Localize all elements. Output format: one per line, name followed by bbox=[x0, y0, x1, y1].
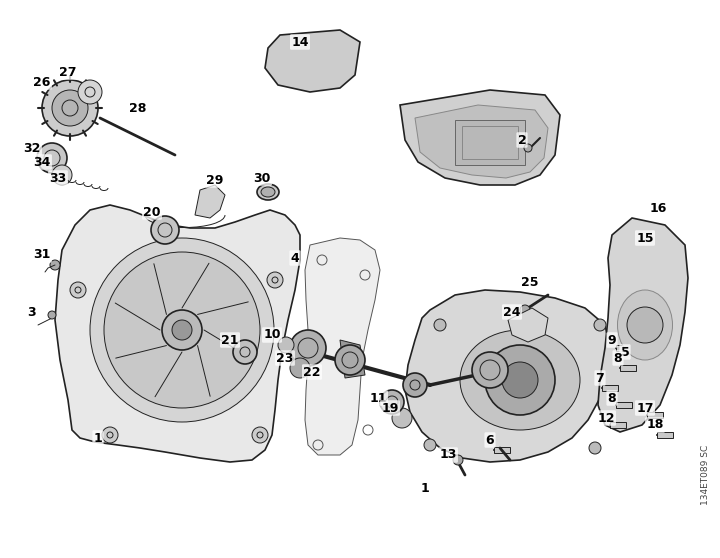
Polygon shape bbox=[305, 238, 380, 455]
Text: 15: 15 bbox=[636, 232, 654, 244]
Polygon shape bbox=[195, 185, 225, 218]
Text: 134ET089 SC: 134ET089 SC bbox=[701, 445, 710, 505]
Circle shape bbox=[627, 307, 663, 343]
Text: 5: 5 bbox=[621, 345, 629, 358]
Circle shape bbox=[335, 345, 365, 375]
Text: 10: 10 bbox=[264, 329, 281, 341]
Text: 12: 12 bbox=[598, 411, 615, 425]
Circle shape bbox=[485, 345, 555, 415]
Bar bbox=[616, 345, 632, 351]
Circle shape bbox=[589, 442, 601, 454]
Text: 32: 32 bbox=[23, 142, 41, 155]
Circle shape bbox=[403, 373, 427, 397]
Circle shape bbox=[594, 319, 606, 331]
Bar bbox=[494, 447, 510, 453]
Polygon shape bbox=[415, 105, 548, 178]
Text: 22: 22 bbox=[303, 365, 320, 378]
Text: 4: 4 bbox=[291, 252, 300, 264]
Circle shape bbox=[392, 408, 412, 428]
Text: 19: 19 bbox=[382, 402, 399, 415]
Bar bbox=[622, 345, 638, 351]
Circle shape bbox=[233, 340, 257, 364]
Circle shape bbox=[48, 311, 56, 319]
Text: 17: 17 bbox=[636, 402, 654, 415]
Circle shape bbox=[90, 238, 274, 422]
Polygon shape bbox=[265, 30, 360, 92]
Text: 28: 28 bbox=[130, 102, 147, 114]
Polygon shape bbox=[598, 218, 688, 432]
Bar bbox=[602, 385, 618, 391]
Text: 1: 1 bbox=[94, 431, 102, 445]
Text: 3: 3 bbox=[27, 305, 36, 319]
Text: 6: 6 bbox=[486, 434, 495, 446]
Circle shape bbox=[37, 143, 67, 173]
Circle shape bbox=[380, 390, 404, 414]
Polygon shape bbox=[340, 340, 365, 378]
Text: 14: 14 bbox=[292, 36, 309, 49]
Text: 29: 29 bbox=[207, 174, 224, 186]
Text: 8: 8 bbox=[608, 392, 616, 405]
Circle shape bbox=[520, 305, 530, 315]
Circle shape bbox=[290, 330, 326, 366]
Circle shape bbox=[104, 252, 260, 408]
Polygon shape bbox=[508, 308, 548, 342]
Text: 2: 2 bbox=[518, 133, 526, 147]
Circle shape bbox=[524, 144, 532, 152]
Text: 7: 7 bbox=[595, 372, 604, 384]
Text: 21: 21 bbox=[221, 334, 239, 347]
Text: 30: 30 bbox=[253, 171, 271, 185]
Circle shape bbox=[502, 362, 538, 398]
Circle shape bbox=[52, 90, 88, 126]
Circle shape bbox=[278, 337, 294, 353]
Circle shape bbox=[424, 439, 436, 451]
Text: 8: 8 bbox=[613, 352, 622, 364]
Circle shape bbox=[50, 260, 60, 270]
Text: 13: 13 bbox=[439, 449, 456, 461]
Text: 20: 20 bbox=[143, 205, 161, 219]
Bar bbox=[616, 402, 632, 408]
Bar bbox=[455, 120, 525, 165]
Text: 33: 33 bbox=[50, 171, 67, 185]
Circle shape bbox=[42, 80, 98, 136]
Text: 1: 1 bbox=[420, 482, 429, 494]
Circle shape bbox=[472, 352, 508, 388]
Bar bbox=[462, 126, 518, 159]
Circle shape bbox=[172, 320, 192, 340]
Bar bbox=[657, 432, 673, 438]
Circle shape bbox=[267, 272, 283, 288]
Circle shape bbox=[453, 455, 463, 465]
Circle shape bbox=[52, 165, 72, 185]
Ellipse shape bbox=[261, 187, 275, 197]
Circle shape bbox=[78, 80, 102, 104]
Text: 18: 18 bbox=[647, 418, 664, 431]
Polygon shape bbox=[400, 90, 560, 185]
Text: 9: 9 bbox=[608, 334, 616, 347]
Text: 31: 31 bbox=[33, 248, 50, 262]
Text: 16: 16 bbox=[649, 201, 667, 214]
Ellipse shape bbox=[257, 184, 279, 200]
Text: 23: 23 bbox=[276, 352, 294, 364]
Ellipse shape bbox=[618, 290, 672, 360]
Bar bbox=[610, 422, 626, 428]
Text: 24: 24 bbox=[503, 305, 521, 319]
Text: 11: 11 bbox=[369, 392, 387, 405]
Bar bbox=[620, 365, 636, 371]
Bar bbox=[647, 412, 663, 418]
Circle shape bbox=[102, 427, 118, 443]
Text: 26: 26 bbox=[33, 75, 50, 89]
Circle shape bbox=[434, 319, 446, 331]
Polygon shape bbox=[55, 205, 300, 462]
Ellipse shape bbox=[460, 330, 580, 430]
Text: 34: 34 bbox=[33, 156, 50, 169]
Circle shape bbox=[252, 427, 268, 443]
Polygon shape bbox=[405, 290, 610, 462]
Circle shape bbox=[151, 216, 179, 244]
Text: 25: 25 bbox=[521, 276, 539, 288]
Circle shape bbox=[162, 310, 202, 350]
Circle shape bbox=[70, 282, 86, 298]
Text: 27: 27 bbox=[59, 65, 77, 79]
Circle shape bbox=[290, 358, 310, 378]
